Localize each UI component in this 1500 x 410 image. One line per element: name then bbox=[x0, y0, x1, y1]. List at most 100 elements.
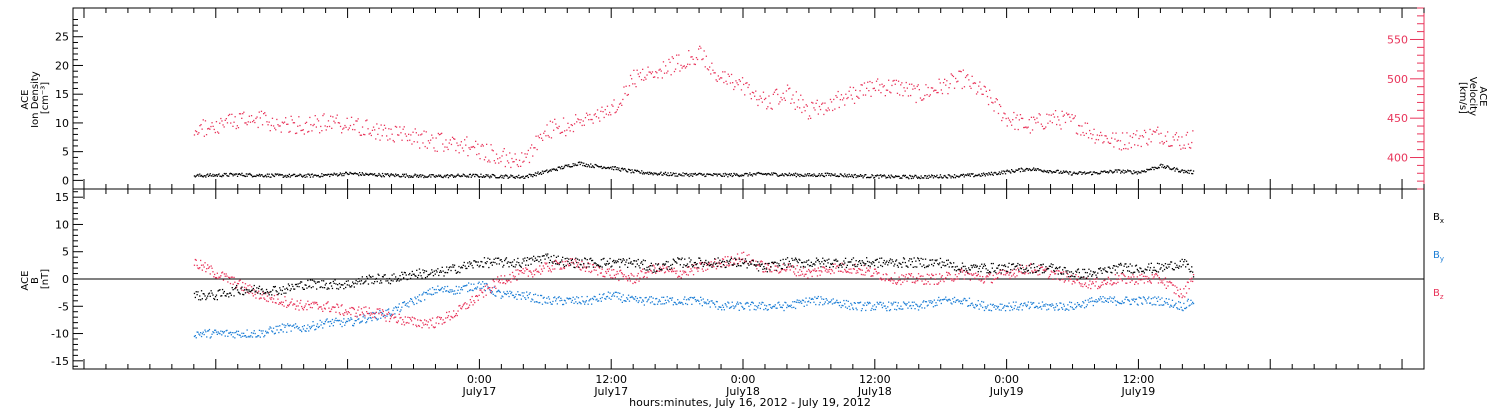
data-point bbox=[954, 274, 957, 276]
data-point bbox=[1000, 309, 1002, 311]
data-point bbox=[821, 103, 823, 105]
data-point bbox=[830, 173, 833, 175]
data-point bbox=[866, 176, 869, 178]
data-point bbox=[410, 134, 412, 136]
data-point bbox=[578, 266, 580, 269]
data-point bbox=[696, 299, 698, 301]
data-point bbox=[971, 173, 973, 175]
data-point bbox=[646, 172, 648, 175]
data-point bbox=[1046, 171, 1048, 173]
data-point bbox=[486, 143, 488, 145]
data-point bbox=[795, 301, 797, 303]
data-point bbox=[1058, 270, 1060, 272]
data-point bbox=[1025, 265, 1028, 267]
data-point bbox=[1188, 146, 1191, 149]
data-point bbox=[683, 175, 685, 177]
data-point bbox=[590, 163, 592, 165]
data-point bbox=[316, 325, 318, 327]
data-point bbox=[655, 272, 657, 274]
data-point bbox=[222, 292, 225, 294]
data-point bbox=[298, 309, 300, 311]
data-point bbox=[209, 295, 211, 297]
data-point bbox=[329, 282, 331, 285]
data-point bbox=[804, 273, 806, 276]
data-point bbox=[576, 164, 578, 167]
data-point bbox=[616, 270, 618, 273]
data-point bbox=[857, 176, 859, 178]
data-point bbox=[202, 293, 204, 295]
data-point bbox=[544, 262, 546, 264]
data-point bbox=[1155, 273, 1157, 275]
data-point bbox=[1049, 304, 1051, 306]
data-point bbox=[576, 266, 578, 268]
data-point bbox=[1020, 302, 1022, 305]
data-point bbox=[317, 120, 320, 122]
data-point bbox=[371, 319, 373, 322]
data-point bbox=[794, 172, 797, 174]
data-point bbox=[973, 82, 975, 84]
data-point bbox=[223, 172, 225, 175]
data-point bbox=[362, 313, 364, 315]
data-point bbox=[199, 173, 201, 175]
data-point bbox=[785, 173, 787, 175]
data-point bbox=[337, 284, 339, 286]
data-point bbox=[328, 288, 330, 290]
data-point bbox=[208, 328, 211, 331]
data-point bbox=[889, 91, 891, 93]
data-point bbox=[606, 105, 609, 107]
data-point bbox=[279, 302, 281, 304]
data-point bbox=[975, 174, 978, 177]
data-point bbox=[194, 296, 196, 299]
data-point bbox=[335, 311, 337, 313]
data-point bbox=[214, 174, 216, 176]
data-point bbox=[610, 298, 612, 300]
data-point bbox=[606, 167, 609, 169]
data-point bbox=[504, 165, 506, 168]
data-point bbox=[663, 303, 666, 305]
data-point bbox=[627, 275, 630, 277]
data-point bbox=[588, 270, 590, 273]
data-point bbox=[939, 300, 941, 302]
data-point bbox=[1097, 300, 1099, 302]
data-point bbox=[1008, 170, 1010, 172]
data-point bbox=[1074, 172, 1076, 174]
data-point bbox=[773, 172, 776, 174]
data-point bbox=[924, 175, 927, 177]
data-point bbox=[1177, 308, 1179, 310]
data-point bbox=[1140, 145, 1142, 148]
data-point bbox=[956, 299, 958, 301]
data-point bbox=[997, 272, 1000, 275]
data-point bbox=[1064, 121, 1067, 124]
data-point bbox=[516, 279, 518, 281]
data-point bbox=[946, 177, 948, 179]
data-point bbox=[1097, 139, 1100, 141]
data-point bbox=[354, 282, 356, 284]
data-point bbox=[1105, 283, 1107, 285]
data-point bbox=[410, 175, 413, 177]
data-point bbox=[233, 121, 235, 123]
data-point bbox=[700, 263, 702, 265]
data-point bbox=[949, 83, 951, 85]
data-point bbox=[534, 172, 537, 174]
data-point bbox=[278, 303, 280, 305]
data-point bbox=[647, 171, 649, 173]
data-point bbox=[830, 268, 833, 271]
data-point bbox=[369, 132, 371, 134]
data-point bbox=[847, 96, 849, 99]
data-point bbox=[1176, 307, 1178, 309]
data-point bbox=[323, 113, 325, 115]
data-point bbox=[701, 58, 703, 61]
data-point bbox=[727, 301, 729, 303]
data-point bbox=[1182, 169, 1184, 172]
data-point bbox=[257, 174, 259, 177]
data-point bbox=[495, 153, 498, 155]
data-point bbox=[410, 298, 412, 300]
data-point bbox=[859, 175, 861, 177]
data-point bbox=[268, 294, 270, 296]
data-point bbox=[229, 173, 231, 175]
data-point bbox=[637, 301, 639, 304]
data-point bbox=[867, 81, 869, 83]
data-point bbox=[542, 139, 544, 141]
data-point bbox=[404, 316, 406, 318]
data-point bbox=[315, 282, 317, 285]
